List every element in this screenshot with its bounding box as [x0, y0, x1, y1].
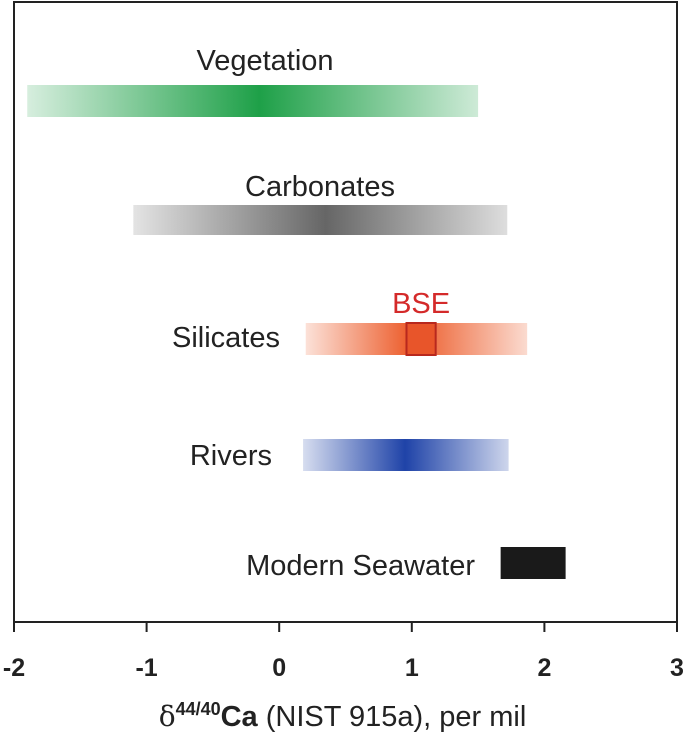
- bar-label-silicates: Silicates: [172, 322, 280, 354]
- x-axis-label-superscript: 44/40: [175, 699, 221, 719]
- bar-modern-seawater: [500, 547, 566, 579]
- bar-carbonates: [133, 205, 508, 235]
- bar-label-modern-seawater: Modern Seawater: [246, 550, 475, 582]
- annotation-label-bse: BSE: [392, 288, 450, 320]
- x-tick-label-2: 0: [272, 654, 286, 682]
- x-axis-label: δ44/40Ca (NIST 915a), per mil: [0, 700, 685, 734]
- x-tick-label-5: 3: [670, 654, 684, 682]
- x-axis-label-rest: (NIST 915a), per mil: [257, 701, 527, 733]
- x-tick-label-1: -1: [135, 654, 157, 682]
- bar-rivers: [303, 439, 509, 471]
- annotation-box-bse: [405, 322, 437, 356]
- bar-label-rivers: Rivers: [190, 440, 272, 472]
- bar-vegetation: [27, 85, 479, 117]
- x-tick-label-4: 2: [537, 654, 551, 682]
- bar-label-carbonates: Carbonates: [245, 171, 395, 203]
- x-axis-label-symbol: δ: [158, 700, 176, 733]
- bar-label-vegetation: Vegetation: [196, 45, 333, 77]
- x-axis-label-element: Ca: [220, 701, 258, 733]
- x-tick-label-0: -2: [3, 654, 25, 682]
- x-tick-label-3: 1: [405, 654, 419, 682]
- plot-frame: [13, 1, 678, 623]
